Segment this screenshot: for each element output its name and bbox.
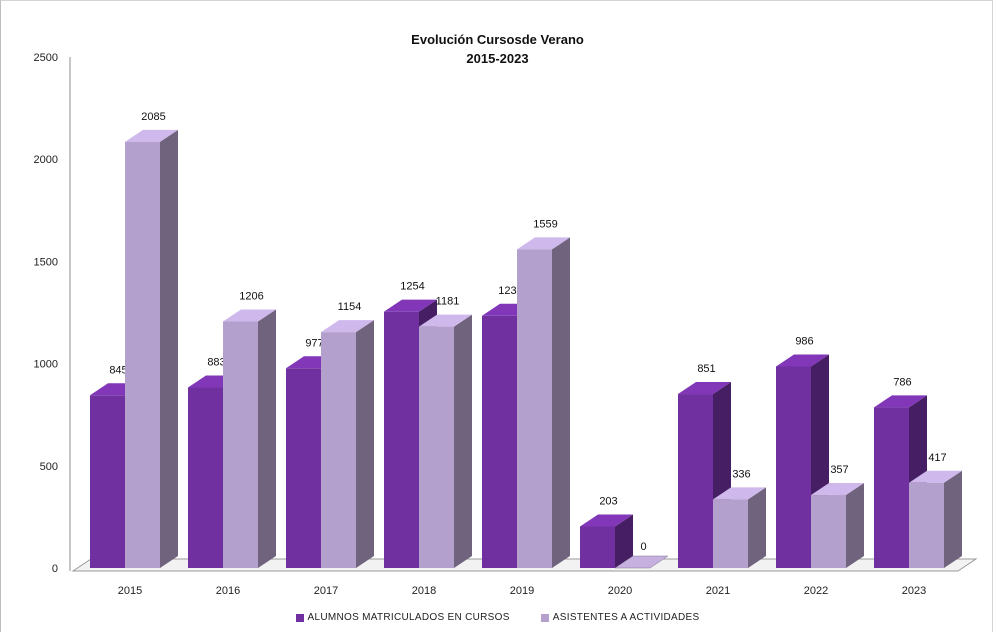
data-label: 1234 xyxy=(498,285,522,297)
data-label: 1206 xyxy=(239,290,263,302)
bar-front xyxy=(580,526,615,568)
bar-side xyxy=(944,470,962,568)
bar-top xyxy=(419,314,472,327)
x-tick-label: 2022 xyxy=(804,585,828,597)
bar-top xyxy=(321,320,374,333)
bar-front xyxy=(713,499,748,568)
bar-front xyxy=(90,395,125,568)
bar-1-2023 xyxy=(909,470,962,568)
bar-1-2018 xyxy=(419,314,472,568)
legend-item-matriculados: ALUMNOS MATRICULADOS EN CURSOS xyxy=(295,612,510,623)
data-label: 357 xyxy=(830,464,848,476)
data-label: 786 xyxy=(893,376,911,388)
bar-1-2017 xyxy=(321,320,374,568)
data-label: 845 xyxy=(109,364,127,376)
bar-top xyxy=(874,395,927,408)
data-label: 0 xyxy=(640,541,646,553)
bar-top xyxy=(811,483,864,496)
bar-top xyxy=(223,309,276,322)
data-label: 1254 xyxy=(400,281,424,293)
bar-side xyxy=(160,129,178,569)
bar-1-2020 xyxy=(614,555,669,569)
bar-front xyxy=(321,332,356,568)
bar-front xyxy=(776,366,811,568)
y-tick-label: 1500 xyxy=(34,256,58,268)
data-label: 977 xyxy=(305,337,323,349)
bar-front xyxy=(223,321,258,568)
bar-front xyxy=(678,394,713,568)
bar-top xyxy=(125,129,178,142)
data-label: 1559 xyxy=(533,218,557,230)
bar-front xyxy=(125,141,160,569)
data-label: 203 xyxy=(599,496,617,508)
legend-label-asistentes: ASISTENTES A ACTIVIDADES xyxy=(552,612,700,623)
legend-label-matriculados: ALUMNOS MATRICULADOS EN CURSOS xyxy=(307,612,510,623)
x-tick-label: 2019 xyxy=(510,585,534,597)
bar-top xyxy=(614,555,669,569)
bar-side xyxy=(846,483,864,568)
y-tick-label: 2000 xyxy=(34,154,58,166)
chart-subtitle: 2015-2023 xyxy=(466,51,529,66)
bar-side xyxy=(258,309,276,568)
y-tick-label: 0 xyxy=(52,563,58,575)
y-tick-label: 500 xyxy=(40,461,58,473)
bar-top xyxy=(909,470,962,483)
bar-1-2022 xyxy=(811,483,864,568)
bar-front xyxy=(286,368,321,568)
bar-front xyxy=(811,495,846,568)
chart-title: Evolución Cursosde Verano xyxy=(411,32,584,47)
data-label: 851 xyxy=(697,363,715,375)
bar-top xyxy=(580,514,633,527)
bar-1-2016 xyxy=(223,309,276,568)
x-tick-label: 2018 xyxy=(412,585,436,597)
legend-item-asistentes: ASISTENTES A ACTIVIDADES xyxy=(540,612,700,623)
data-label: 1154 xyxy=(338,301,362,313)
data-label: 883 xyxy=(207,357,225,369)
bar-front xyxy=(188,387,223,568)
data-label: 336 xyxy=(732,468,750,480)
bar-side xyxy=(552,237,570,568)
bar-top xyxy=(776,354,829,367)
x-tick-label: 2017 xyxy=(314,585,338,597)
bar-1-2019 xyxy=(517,237,570,568)
bar-top xyxy=(517,237,570,250)
bar-1-2015 xyxy=(125,129,178,569)
y-tick-label: 2500 xyxy=(34,52,58,64)
x-tick-label: 2023 xyxy=(902,585,926,597)
x-tick-label: 2020 xyxy=(608,585,632,597)
bar-1-2021 xyxy=(713,487,766,568)
data-label: 417 xyxy=(928,452,946,464)
x-tick-label: 2021 xyxy=(706,585,730,597)
bar-side xyxy=(748,487,766,568)
bar-side xyxy=(356,320,374,568)
bar-top xyxy=(678,382,731,395)
bar-front xyxy=(874,407,909,568)
bar-front xyxy=(482,315,517,568)
x-tick-label: 2016 xyxy=(216,585,240,597)
data-label: 1181 xyxy=(436,296,460,308)
data-label: 2085 xyxy=(141,111,165,123)
chart-legend: ALUMNOS MATRICULADOS EN CURSOS ASISTENTE… xyxy=(0,612,995,625)
x-tick-label: 2015 xyxy=(118,585,142,597)
y-tick-label: 1000 xyxy=(34,359,58,371)
bar-side xyxy=(615,514,633,568)
legend-swatch-asistentes xyxy=(540,613,549,622)
bar-top xyxy=(713,487,766,500)
bar-side xyxy=(454,314,472,568)
legend-swatch-matriculados xyxy=(295,613,304,622)
data-label: 986 xyxy=(795,335,813,347)
bar-front xyxy=(909,482,944,568)
bar-front xyxy=(517,249,552,568)
bar-0-2020 xyxy=(580,514,633,568)
bar-top xyxy=(384,299,437,312)
bar-front xyxy=(419,326,454,568)
bar-front xyxy=(384,311,419,568)
